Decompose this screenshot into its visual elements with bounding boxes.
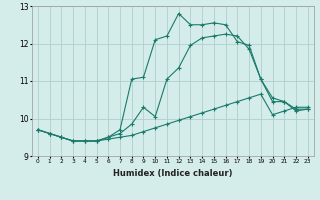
X-axis label: Humidex (Indice chaleur): Humidex (Indice chaleur) bbox=[113, 169, 233, 178]
